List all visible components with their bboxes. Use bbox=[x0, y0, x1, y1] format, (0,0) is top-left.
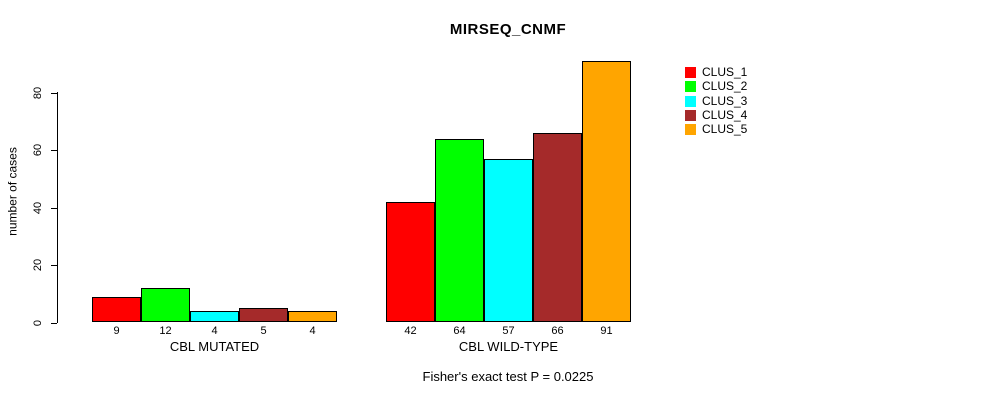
bar-CLUS_2 bbox=[435, 138, 484, 323]
bar-CLUS_4 bbox=[239, 308, 288, 323]
bar-CLUS_3 bbox=[190, 311, 239, 323]
y-tick-mark bbox=[51, 92, 57, 94]
bar-value-label: 12 bbox=[159, 325, 172, 337]
y-axis-label: number of cases bbox=[5, 147, 20, 236]
y-tick-mark bbox=[51, 265, 57, 267]
bar-value-label: 64 bbox=[453, 325, 466, 337]
legend-label-CLUS_5: CLUS_5 bbox=[702, 122, 748, 136]
bar-value-label: 4 bbox=[309, 325, 316, 337]
y-tick-label: 20 bbox=[32, 258, 44, 272]
fisher-test-annotation: Fisher's exact test P = 0.0225 bbox=[422, 369, 594, 384]
chart-title: MIRSEQ_CNMF bbox=[449, 21, 567, 38]
legend-swatch-CLUS_1 bbox=[685, 67, 696, 78]
y-tick-label: 80 bbox=[32, 86, 44, 99]
group-label: CBL WILD-TYPE bbox=[458, 339, 559, 354]
bar-value-label: 5 bbox=[260, 325, 267, 337]
legend-swatch-CLUS_5 bbox=[685, 124, 696, 135]
bar-CLUS_4 bbox=[533, 132, 582, 323]
legend-swatch-CLUS_3 bbox=[685, 95, 696, 107]
legend-swatch-CLUS_4 bbox=[685, 109, 696, 121]
bar-value-label: 42 bbox=[404, 325, 417, 337]
y-tick-mark bbox=[51, 150, 57, 152]
legend-label-CLUS_3: CLUS_3 bbox=[702, 93, 748, 108]
y-tick-label: 40 bbox=[32, 201, 44, 214]
bar-value-label: 9 bbox=[113, 325, 120, 337]
bar-CLUS_5 bbox=[582, 61, 631, 323]
bar-CLUS_1 bbox=[386, 201, 435, 323]
legend-swatch-CLUS_2 bbox=[685, 81, 696, 93]
bar-value-label: 57 bbox=[502, 325, 515, 337]
bar-CLUS_5 bbox=[288, 311, 337, 323]
bar-value-label: 91 bbox=[600, 325, 613, 337]
y-tick-mark bbox=[51, 322, 57, 324]
bar-CLUS_2 bbox=[141, 288, 190, 323]
group-label: CBL MUTATED bbox=[169, 339, 260, 354]
y-tick-mark bbox=[51, 207, 57, 209]
legend-label-CLUS_4: CLUS_4 bbox=[702, 107, 748, 122]
legend-label-CLUS_1: CLUS_1 bbox=[702, 65, 748, 79]
bar-value-label: 4 bbox=[211, 325, 218, 337]
y-axis-line bbox=[57, 92, 58, 323]
y-tick-label: 0 bbox=[32, 319, 44, 326]
y-tick-label: 60 bbox=[32, 143, 44, 157]
legend-label-CLUS_2: CLUS_2 bbox=[702, 79, 748, 94]
bar-CLUS_1 bbox=[92, 296, 141, 323]
bar-value-label: 66 bbox=[551, 325, 564, 337]
bar-CLUS_3 bbox=[484, 158, 533, 323]
